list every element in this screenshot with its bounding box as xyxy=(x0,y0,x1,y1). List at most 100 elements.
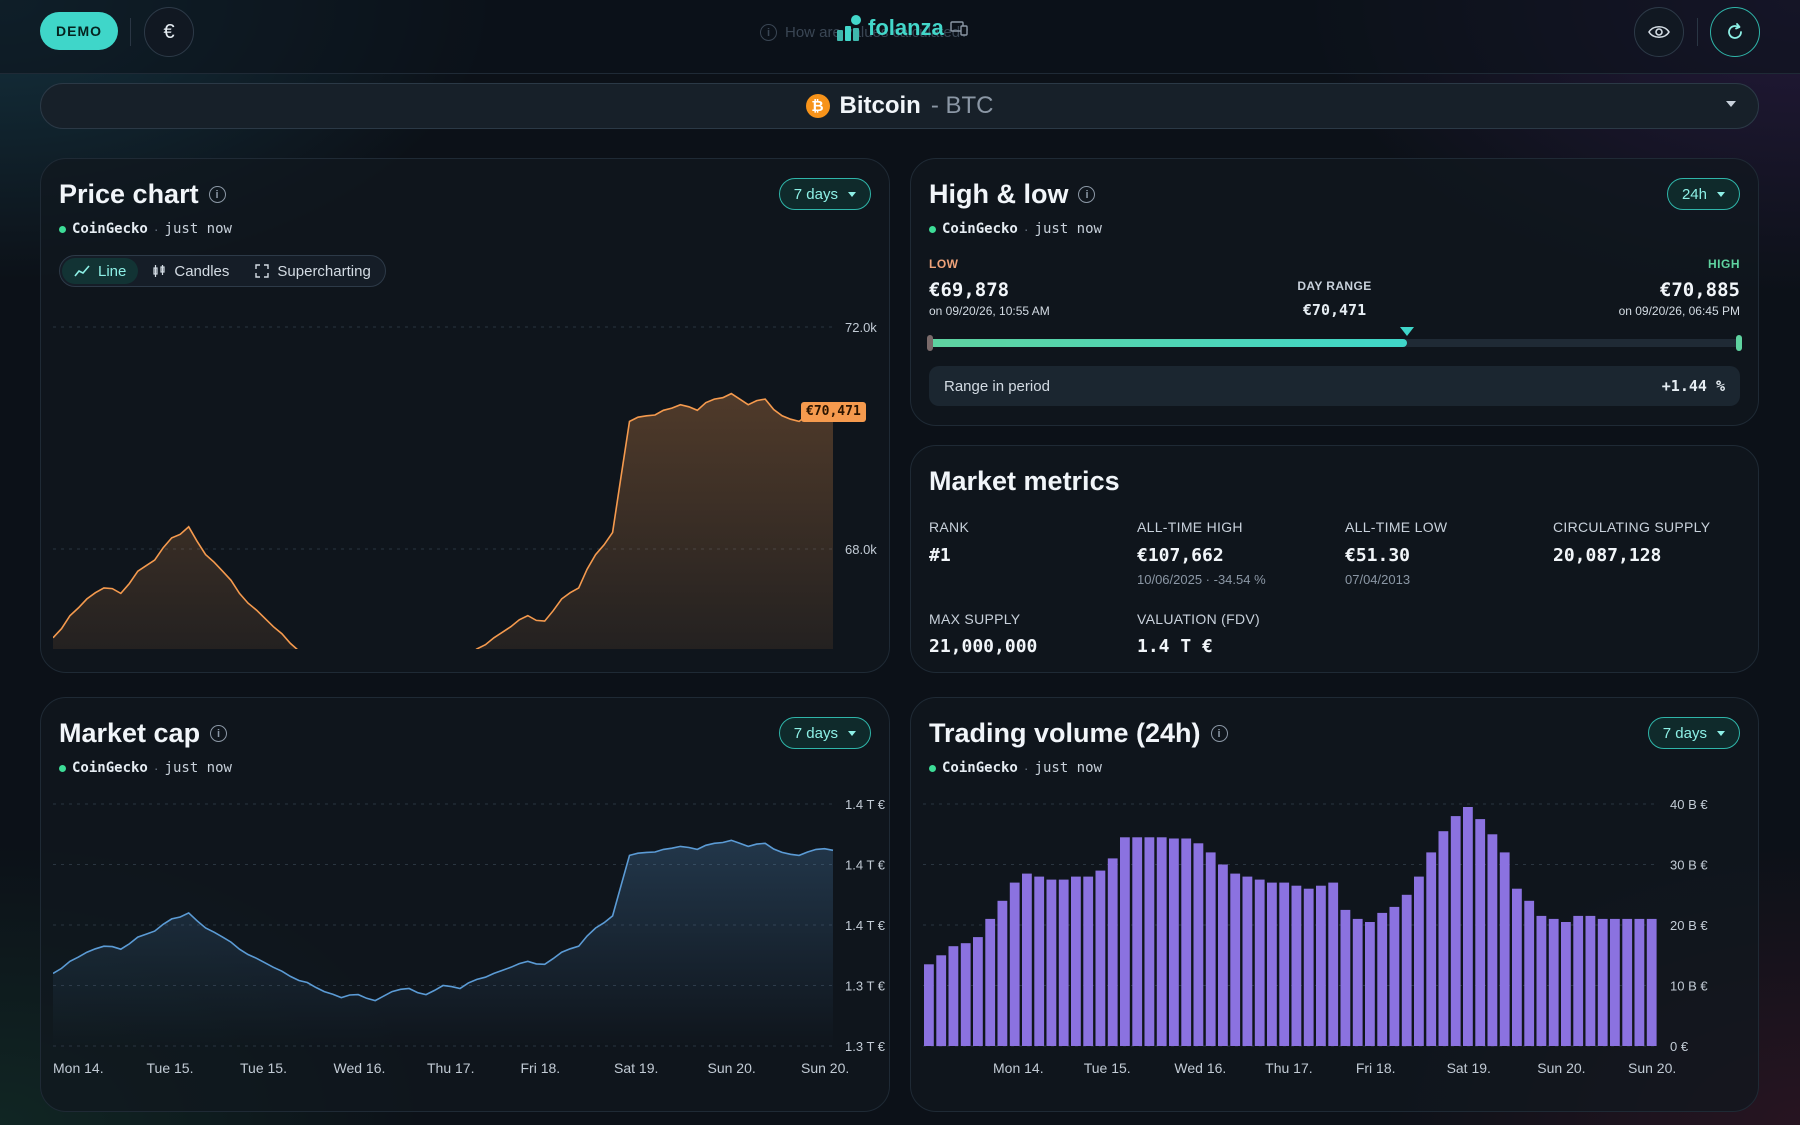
period-dropdown[interactable]: 7 days xyxy=(778,178,871,210)
volume-bar xyxy=(1107,858,1118,1046)
asset-ticker: - BTC xyxy=(930,92,994,119)
market-cap-card: Market cap i CoinGecko · just now 7 days… xyxy=(40,697,890,1112)
x-tick-label: Tue 15. xyxy=(1084,1060,1131,1076)
updated-time: just now xyxy=(164,221,232,237)
status-dot xyxy=(929,764,936,772)
x-tick-label: Tue 15. xyxy=(147,1060,194,1076)
y-tick-label: 30 B € xyxy=(1670,858,1708,873)
info-icon[interactable]: i xyxy=(208,186,226,203)
status-dot xyxy=(929,225,936,233)
info-icon[interactable]: i xyxy=(1078,186,1096,203)
volume-bar xyxy=(1291,885,1302,1046)
asset-name: Bitcoin xyxy=(839,92,921,119)
calc-info-text: How are values calculated? xyxy=(785,24,969,41)
calc-info-link[interactable]: i How are values calculated? xyxy=(760,24,968,41)
y-tick-label: 1.4 T € xyxy=(845,918,886,933)
volume-bar xyxy=(1585,915,1596,1046)
period-dropdown[interactable]: 24h xyxy=(1666,178,1740,210)
range-low-cap xyxy=(927,335,933,351)
refresh-button[interactable] xyxy=(1710,7,1760,57)
card-title: Price chart i xyxy=(59,179,226,210)
x-tick-label: Sun 20. xyxy=(708,1060,756,1076)
volume-bar xyxy=(1573,915,1584,1046)
bitcoin-icon: ₿ xyxy=(805,94,830,118)
y-tick-label: 1.4 T € xyxy=(845,797,886,812)
x-tick-label: Wed 16. xyxy=(334,1060,386,1076)
volume-bar xyxy=(1022,873,1032,1046)
x-tick-label: Fri 18. xyxy=(521,1060,561,1076)
volume-bar xyxy=(997,900,1008,1046)
top-bar: DEMO € i How are values calculated? fola… xyxy=(0,0,1800,74)
currency-button[interactable]: € xyxy=(144,7,194,57)
series-line xyxy=(53,839,834,1002)
x-tick-label: Sat 19. xyxy=(614,1060,658,1076)
period-label: 24h xyxy=(1681,185,1707,203)
mode-candles-label: Candles xyxy=(174,262,230,280)
brand-logo[interactable]: folanza xyxy=(836,14,968,42)
info-icon[interactable]: i xyxy=(1210,725,1228,742)
volume-bar xyxy=(1267,882,1277,1046)
volume-bar xyxy=(985,918,996,1046)
candles-icon xyxy=(153,265,165,277)
demo-button[interactable]: DEMO xyxy=(40,12,118,50)
currency-symbol: € xyxy=(163,20,175,43)
price-chart-title: Price chart xyxy=(59,179,199,209)
period-label: 7 days xyxy=(1662,724,1707,742)
volume-bar xyxy=(1561,922,1571,1046)
card-title: Trading volume (24h) i xyxy=(929,718,1228,749)
x-tick-label: Mon 14. xyxy=(53,1060,104,1076)
x-tick-label: Sun 20. xyxy=(1537,1060,1585,1076)
y-tick-label: 1.4 T € xyxy=(845,858,886,873)
volume-bar xyxy=(1536,915,1547,1046)
range-fill xyxy=(929,339,1408,347)
x-tick-label: Sat 19. xyxy=(1447,1060,1491,1076)
volume-bar xyxy=(1622,918,1633,1046)
volume-bar xyxy=(1316,885,1326,1046)
volume-bar xyxy=(1487,834,1498,1047)
period-dropdown[interactable]: 7 days xyxy=(778,717,871,749)
volume-bar xyxy=(1646,918,1657,1046)
mode-line-button[interactable]: Line xyxy=(62,258,139,284)
visibility-button[interactable] xyxy=(1634,7,1684,57)
separator: · xyxy=(153,221,159,237)
metric-label: ALL-TIME HIGH xyxy=(1137,519,1243,535)
metric-value: €51.30 xyxy=(1345,545,1411,566)
metric-sub: 10/06/2025 · -34.54 % xyxy=(1137,572,1266,587)
brand-name: folanza xyxy=(868,15,944,40)
divider xyxy=(130,18,131,46)
chevron-down-icon xyxy=(1726,101,1736,107)
high-value: €70,885 xyxy=(1659,279,1740,301)
chevron-down-icon xyxy=(848,191,856,197)
asset-selector[interactable]: ₿ Bitcoin - BTC xyxy=(40,83,1759,129)
mode-supercharting-button[interactable]: Supercharting xyxy=(243,258,382,284)
metric-value: €107,662 xyxy=(1137,545,1224,566)
range-label: Range in period xyxy=(944,377,1050,395)
mode-supercharting-label: Supercharting xyxy=(277,262,371,280)
y-tick-label: 68.0k xyxy=(845,542,877,557)
metric-label: VALUATION (FDV) xyxy=(1137,611,1260,627)
y-tick-label: 40 B € xyxy=(1670,797,1708,812)
range-bar xyxy=(927,327,1742,351)
data-source: CoinGecko · just now xyxy=(59,221,232,237)
volume-bar xyxy=(1120,837,1130,1046)
metric-sub: 07/04/2013 xyxy=(1345,572,1411,587)
mode-candles-button[interactable]: Candles xyxy=(140,258,241,284)
period-dropdown[interactable]: 7 days xyxy=(1647,717,1740,749)
volume-bar xyxy=(1242,876,1253,1046)
chevron-down-icon xyxy=(1717,730,1725,736)
volume-bar xyxy=(1475,819,1486,1046)
source-name: CoinGecko xyxy=(72,221,148,237)
volume-bar xyxy=(1352,918,1363,1046)
volume-bar xyxy=(1071,876,1081,1046)
range-high-cap xyxy=(1736,335,1742,351)
range-summary: Range in period +1.44 % xyxy=(929,366,1740,406)
y-tick-label: 10 B € xyxy=(1670,979,1708,994)
day-range-value: €70,471 xyxy=(1302,301,1367,319)
y-tick-label: 0 € xyxy=(1670,1039,1689,1054)
card-title: High & low i xyxy=(929,179,1096,210)
volume-bar xyxy=(1034,876,1045,1046)
info-icon[interactable]: i xyxy=(210,725,228,742)
current-price-badge: €70,471 xyxy=(801,401,866,422)
volume-bar xyxy=(1254,879,1265,1046)
